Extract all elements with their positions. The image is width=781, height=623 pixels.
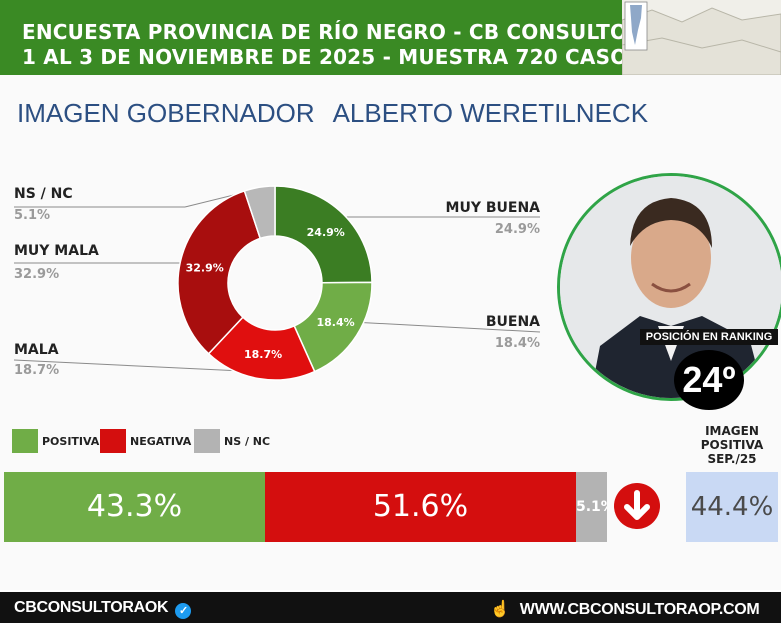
title-part-2: ALBERTO WERETILNECK bbox=[332, 98, 649, 128]
bar-positiva: 43.3% bbox=[4, 472, 265, 542]
page-title: IMAGEN GOBERNADOR ALBERTO WERETILNECK bbox=[17, 98, 666, 129]
slice-muy-mala bbox=[177, 189, 262, 355]
value-muy-mala: 32.9% bbox=[14, 267, 60, 282]
ranking-label: POSICIÓN EN RANKING bbox=[640, 329, 778, 345]
value-mala: 18.7% bbox=[14, 363, 60, 378]
legend-ns-nc: NS / NC bbox=[194, 429, 270, 453]
verified-badge-icon: ✓ bbox=[175, 603, 192, 619]
previous-label-line-1: IMAGEN bbox=[705, 424, 759, 438]
slice-muy-mala-label: 32.9% bbox=[186, 262, 224, 275]
slice-ns-nc bbox=[243, 185, 276, 240]
label-buena: BUENA bbox=[485, 314, 540, 330]
previous-value: 44.4% bbox=[686, 472, 778, 542]
province-map-icon bbox=[622, 0, 781, 75]
legend-text-positiva: POSITIVA bbox=[42, 434, 100, 448]
bar-ns-nc: 5.1% bbox=[576, 472, 607, 542]
bar-negativa: 51.6% bbox=[265, 472, 576, 542]
arrow-down-icon bbox=[614, 483, 660, 529]
value-muy-buena: 24.9% bbox=[494, 222, 540, 237]
donut-chart: 24.9% 18.4% 18.7% 32.9% bbox=[177, 185, 373, 381]
footer-account: CBCONSULTORAOK ✓ bbox=[14, 599, 192, 619]
legend-text-negativa: NEGATIVA bbox=[130, 434, 192, 448]
previous-label-line-2: POSITIVA bbox=[700, 438, 764, 452]
label-muy-mala: MUY MALA bbox=[14, 243, 99, 259]
hand-pointer-icon: ☝ bbox=[490, 601, 510, 618]
label-ns-nc: NS / NC bbox=[14, 186, 73, 202]
legend-swatch-negativa bbox=[100, 429, 126, 453]
slice-muy-buena-label: 24.9% bbox=[307, 226, 345, 239]
footer-account-text: CBCONSULTORAOK bbox=[14, 599, 169, 616]
value-ns-nc: 5.1% bbox=[14, 208, 51, 223]
slice-muy-buena bbox=[274, 185, 373, 284]
legend-swatch-ns-nc bbox=[194, 429, 220, 453]
header-line-1: ENCUESTA PROVINCIA DE RÍO NEGRO - CB CON… bbox=[22, 20, 698, 44]
ranking-value: 24º bbox=[674, 350, 744, 410]
slice-buena-label: 18.4% bbox=[316, 316, 354, 329]
legend-swatch-positiva bbox=[12, 429, 38, 453]
title-part-1: IMAGEN GOBERNADOR bbox=[17, 98, 315, 128]
footer: CBCONSULTORAOK ✓ ☝ WWW.CBCONSULTORAOP.CO… bbox=[0, 592, 781, 623]
slice-mala-label: 18.7% bbox=[244, 348, 282, 361]
header-banner: ENCUESTA PROVINCIA DE RÍO NEGRO - CB CON… bbox=[0, 0, 781, 75]
legend-text-ns-nc: NS / NC bbox=[224, 434, 271, 448]
value-buena: 18.4% bbox=[494, 336, 540, 351]
label-mala: MALA bbox=[14, 342, 59, 358]
footer-website[interactable]: ☝ WWW.CBCONSULTORAOP.COM bbox=[490, 599, 760, 619]
legend-positiva: POSITIVA bbox=[12, 429, 99, 453]
header-line-2: 1 AL 3 DE NOVIEMBRE DE 2025 - MUESTRA 72… bbox=[22, 45, 643, 69]
governor-photo bbox=[557, 173, 781, 401]
label-muy-buena: MUY BUENA bbox=[445, 200, 540, 216]
legend-negativa: NEGATIVA bbox=[100, 429, 191, 453]
previous-label: IMAGEN POSITIVA SEP./25 bbox=[686, 424, 778, 466]
footer-website-text: WWW.CBCONSULTORAOP.COM bbox=[519, 601, 760, 618]
previous-label-line-3: SEP./25 bbox=[707, 452, 757, 466]
